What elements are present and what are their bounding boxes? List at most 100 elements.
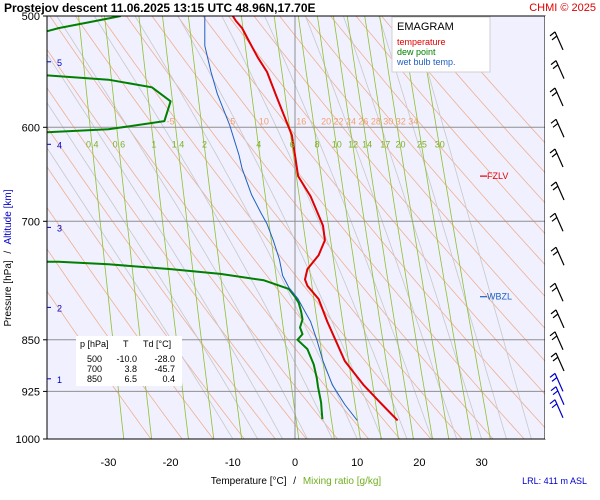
wind-barb (550, 246, 565, 266)
wind-barb-staff (555, 309, 565, 329)
y-tick-label: 850 (22, 335, 40, 347)
dry-adiabat (47, 87, 307, 439)
wind-barb (550, 386, 565, 405)
wind-barb-flag (550, 309, 557, 315)
copyright: CHMI © 2025 (529, 2, 596, 14)
dry-adiabat-label: 24 (346, 116, 356, 126)
wind-barb-staff (554, 87, 564, 107)
dry-adiabat-label: 34 (408, 116, 418, 126)
wind-barb-flag (549, 87, 556, 93)
x-axis-title-temp: Temperature [°C] (211, 476, 287, 487)
fzlv-label: FZLV (487, 171, 508, 181)
wbzl-marker: WBZL (480, 292, 512, 302)
moist-adiabat (304, 16, 458, 439)
mixing-ratio-label: 0.4 (86, 139, 99, 149)
x-tick-label: -30 (100, 457, 116, 469)
x-tick-label: -10 (225, 457, 241, 469)
wind-barb-flag (551, 152, 558, 158)
mixing-ratio-line (273, 16, 335, 439)
lrl-label: LRL: 411 m ASL (522, 476, 587, 486)
table-header-p: p [hPa] (80, 339, 109, 349)
dry-adiabat-label: 22 (333, 116, 343, 126)
axis-labels: 0.4 0.6 1 1.4 2 4 6 8 10 12 14 17 20 25 30-5 5 10 16 20 22 2… (16, 11, 488, 469)
wind-barb (549, 399, 564, 418)
mixing-ratio-line (400, 16, 472, 439)
wind-barb-flag (552, 64, 559, 70)
wind-barb-strip (545, 16, 600, 439)
profiles (47, 16, 399, 422)
mixing-ratio-label: 8 (314, 139, 319, 149)
moist-adiabat (47, 101, 259, 439)
mixing-ratio-line (316, 16, 382, 439)
x-tick-label: 20 (413, 457, 425, 469)
moist-adiabat (264, 16, 433, 439)
wind-barb-flag (552, 122, 559, 128)
wind-barb-staff (555, 246, 565, 266)
wind-barb-staff (555, 181, 565, 201)
legend-dew-point: dew point (397, 47, 436, 57)
legend-wet-bulb: wet bulb temp. (396, 57, 456, 67)
y-axis-title-altitude: Altitude [km] (3, 189, 14, 244)
wind-barb-staff (555, 60, 565, 79)
wind-barb-flag (550, 352, 557, 358)
wind-barb-flag (549, 331, 556, 337)
dry-adiabat (329, 16, 545, 266)
dry-adiabat (304, 16, 545, 297)
wind-barbs (549, 31, 565, 418)
wind-barb (550, 352, 565, 372)
x-tick-label: 10 (351, 457, 363, 469)
wind-barb-staff (555, 119, 565, 138)
wind-barb (550, 181, 565, 201)
wind-barb (550, 309, 565, 329)
wind-barb-flag (552, 313, 559, 319)
mixing-ratio-line (332, 16, 399, 439)
wind-barb-flag (551, 335, 558, 341)
dry-adiabat-label: -5 (167, 116, 175, 126)
table-cell: -45.7 (154, 364, 175, 374)
wind-barb-staff (554, 331, 564, 351)
x-axis-title-mix: Mixing ratio [g/kg] (303, 476, 382, 487)
mixing-ratio-label: 10 (332, 139, 342, 149)
mixing-ratio-line (379, 16, 450, 439)
table-cell: 3.8 (124, 364, 137, 374)
x-tick-label: -20 (163, 457, 179, 469)
mixing-ratio-label: 2 (202, 139, 207, 149)
altitude-tick-label: 5 (57, 58, 62, 68)
wind-barb-flag (551, 286, 558, 292)
sounding-table-bg (76, 336, 182, 386)
wind-barb-flag (550, 181, 557, 187)
moist-adiabat (47, 53, 283, 439)
dry-adiabat (202, 16, 545, 429)
moist-adiabat (342, 16, 482, 439)
legend-box (391, 16, 491, 73)
y-axis-title: Pressure [hPa] / Altitude [km] (3, 189, 14, 326)
temperature-line (231, 16, 399, 422)
dry-adiabat (47, 126, 276, 439)
legend: EMAGRAM temperature dew point wet bulb t… (391, 16, 491, 73)
altitude-tick-label: 1 (57, 375, 62, 385)
wind-barb-flag (549, 212, 556, 218)
fzlv-marker: FZLV (480, 171, 508, 181)
dry-adiabat (227, 16, 545, 395)
dry-adiabat-label: 26 (358, 116, 368, 126)
moist-adiabat (47, 147, 234, 439)
wind-barb-flag (551, 403, 558, 409)
legend-temperature: temperature (397, 37, 446, 47)
wind-barb (549, 31, 564, 51)
chart-title: Prostejov descent 11.06.2025 13:15 UTC 4… (4, 1, 316, 15)
dew-point-line (47, 16, 324, 420)
wind-barb-flag (552, 356, 559, 362)
dry-adiabat-label: 10 (259, 116, 269, 126)
wind-barb-flag (549, 282, 556, 288)
mixing-ratio-label: 17 (380, 139, 390, 149)
mixing-ratio-line (364, 16, 433, 439)
mixing-ratio-label: 12 (348, 139, 358, 149)
table-cell: 6.5 (124, 374, 137, 384)
altitude-tick-label: 3 (57, 223, 62, 233)
dry-adiabat (47, 166, 245, 439)
mixing-ratio-label: 30 (435, 139, 445, 149)
mixing-ratio-label: 1.4 (172, 139, 185, 149)
y-axis-title-pressure: Pressure [hPa] (3, 260, 14, 326)
wind-barb-flag (549, 31, 556, 37)
mixing-ratio-line (187, 16, 242, 439)
